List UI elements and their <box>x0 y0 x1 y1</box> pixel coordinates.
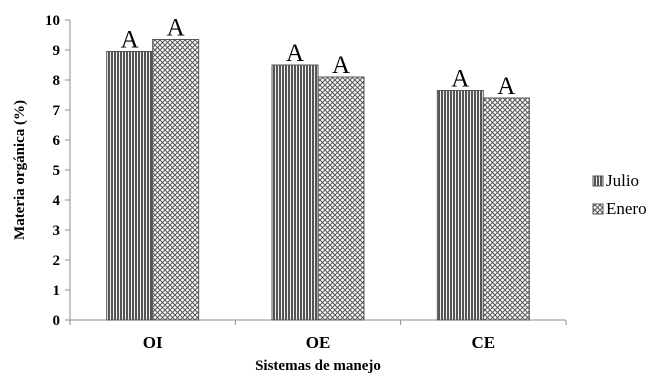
bar-annotation: A <box>497 73 515 100</box>
legend-swatch-enero <box>592 203 604 215</box>
y-tick-label: 7 <box>53 103 61 119</box>
bar-enero-oi <box>152 39 200 321</box>
y-tick-label: 5 <box>53 163 61 179</box>
legend-label-enero: Enero <box>606 199 647 218</box>
y-tick-label: 3 <box>53 223 61 239</box>
bar-enero-oe <box>317 76 365 321</box>
x-tick-label: OE <box>306 333 331 352</box>
x-tick-label: CE <box>472 333 496 352</box>
legend: Julio Enero <box>592 171 647 218</box>
y-tick-label: 4 <box>53 193 61 209</box>
bar-annotation: A <box>332 52 350 79</box>
y-tick-label: 1 <box>53 283 61 299</box>
y-tick-label: 8 <box>53 73 61 89</box>
bar-annotation: A <box>167 15 185 42</box>
legend-label-julio: Julio <box>606 171 639 190</box>
legend-swatch-julio <box>592 175 604 187</box>
bar-julio-ce <box>436 90 484 321</box>
x-tick-label: OI <box>143 333 163 352</box>
y-tick-label: 10 <box>45 13 60 29</box>
y-tick-label: 0 <box>53 313 61 329</box>
bar-julio-oe <box>271 64 319 321</box>
plot-area: 0 1 2 3 4 5 6 7 8 9 10 A A OI A A OE A A CE <box>45 13 567 352</box>
bar-annotation: A <box>451 66 469 93</box>
y-tick-label: 9 <box>53 43 61 59</box>
bar-annotation: A <box>286 40 304 67</box>
y-tick-label: 2 <box>53 253 61 269</box>
bar-julio-oi <box>106 51 154 321</box>
bar-annotation: A <box>121 27 139 54</box>
bar-enero-ce <box>482 97 530 321</box>
x-axis-title: Sistemas de manejo <box>255 358 381 374</box>
y-tick-label: 6 <box>53 133 61 149</box>
y-axis-title: Materia orgánica (%) <box>12 100 28 240</box>
